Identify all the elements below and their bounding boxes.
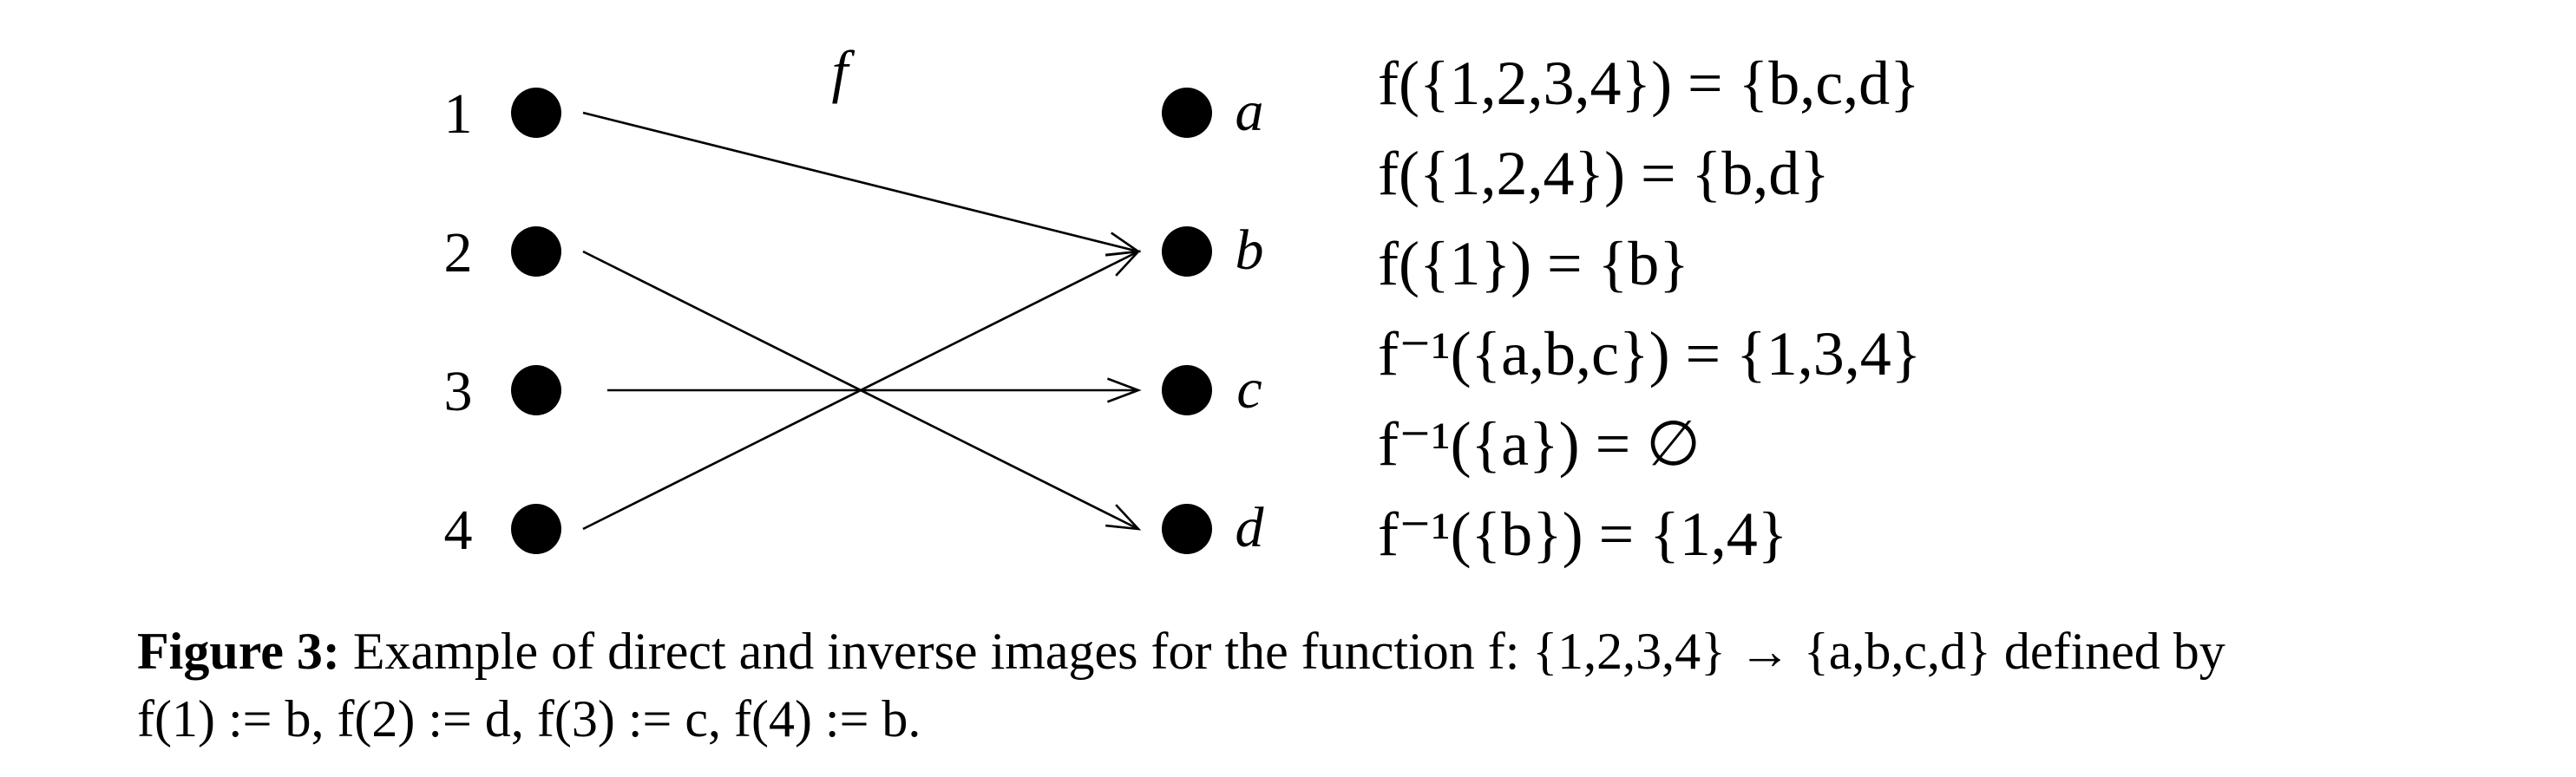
equation-direct-image-124: f({1,2,4}) = {b,d} [1378,128,2245,219]
mapping-arrows [582,111,1142,531]
equation-text: f({1}) = {b} [1378,229,1689,298]
caption-line-2: f(1) := b, f(2) := d, f(3) := c, f(4) :=… [137,685,2480,753]
equation-text: f⁻¹({a,b,c}) = {1,3,4} [1378,319,1922,388]
codomain-point-d [1162,504,1212,554]
caption-text-2: f(1) := b, f(2) := d, f(3) := c, f(4) :=… [137,690,921,748]
codomain-label-c: c [1236,357,1262,421]
arrow-shaft [582,250,1139,531]
codomain-point-b [1162,226,1212,277]
function-label: f [832,38,855,104]
equation-direct-image-1234: f({1,2,3,4}) = {b,c,d} [1378,38,2245,128]
codomain-label-a: a [1236,80,1264,143]
equation-inverse-image-abc: f⁻¹({a,b,c}) = {1,3,4} [1378,309,2245,399]
caption-line-1: Figure 3: Example of direct and inverse … [137,617,2480,685]
equation-text: f⁻¹({b}) = {1,4} [1378,500,1788,569]
caption-text-1: Example of direct and inverse images for… [352,623,2225,680]
arrow-4-to-b [582,250,1142,531]
arrow-shaft [582,111,1139,253]
domain-set: 1 2 3 4 [444,82,561,562]
figure-caption: Figure 3: Example of direct and inverse … [137,617,2480,753]
codomain-point-a [1162,88,1212,138]
arrow-head [1105,250,1142,277]
arrow-head [1105,504,1142,531]
equation-inverse-image-a: f⁻¹({a}) = ∅ [1378,399,2245,489]
image-equations: f({1,2,3,4}) = {b,c,d} f({1,2,4}) = {b,d… [1378,38,2245,579]
domain-label-3: 3 [444,360,473,423]
domain-point-3 [511,365,561,415]
arrow-3-to-c [607,377,1142,403]
domain-label-1: 1 [444,82,473,146]
domain-label-2: 2 [444,221,473,284]
equation-direct-image-1: f({1}) = {b} [1378,219,2245,309]
arrow-1-to-b [582,111,1142,257]
codomain-label-b: b [1236,219,1264,282]
arrow-head [1106,377,1142,403]
domain-point-2 [511,226,561,277]
domain-label-4: 4 [444,499,473,562]
caption-label: Figure 3: [137,623,340,680]
equation-text: f({1,2,4}) = {b,d} [1378,139,1830,208]
domain-point-4 [511,504,561,554]
codomain-point-c [1162,365,1212,415]
equation-text: f({1,2,3,4}) = {b,c,d} [1378,49,1920,118]
domain-point-1 [511,88,561,138]
codomain-label-d: d [1236,496,1265,559]
equation-inverse-image-b: f⁻¹({b}) = {1,4} [1378,489,2245,579]
codomain-set: a b c d [1162,80,1265,559]
equation-text: f⁻¹({a}) = ∅ [1378,409,1701,479]
